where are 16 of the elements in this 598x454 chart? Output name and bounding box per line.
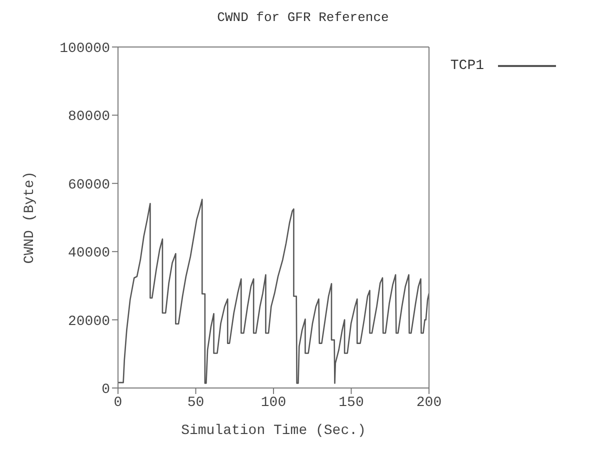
x-tick-label: 0 xyxy=(114,394,122,411)
y-tick-label: 60000 xyxy=(68,177,110,194)
line-series xyxy=(118,198,429,384)
y-tick-label: 40000 xyxy=(68,246,110,262)
x-tick-label: 100 xyxy=(260,394,286,411)
legend-label: TCP1 xyxy=(450,58,484,74)
x-tick-label: 200 xyxy=(416,394,442,411)
y-tick-label: 20000 xyxy=(68,314,110,330)
y-axis-title: CWND (Byte) xyxy=(22,171,38,264)
chart-title: CWND for GFR Reference xyxy=(216,9,390,27)
y-tick-label: 100000 xyxy=(60,40,110,57)
x-axis-title: Simulation Time (Sec.) xyxy=(181,423,366,439)
y-tick-label: 0 xyxy=(102,382,110,398)
x-tick-label: 150 xyxy=(338,394,364,411)
x-tick-label: 50 xyxy=(187,394,204,411)
y-tick-label: 80000 xyxy=(68,109,110,126)
